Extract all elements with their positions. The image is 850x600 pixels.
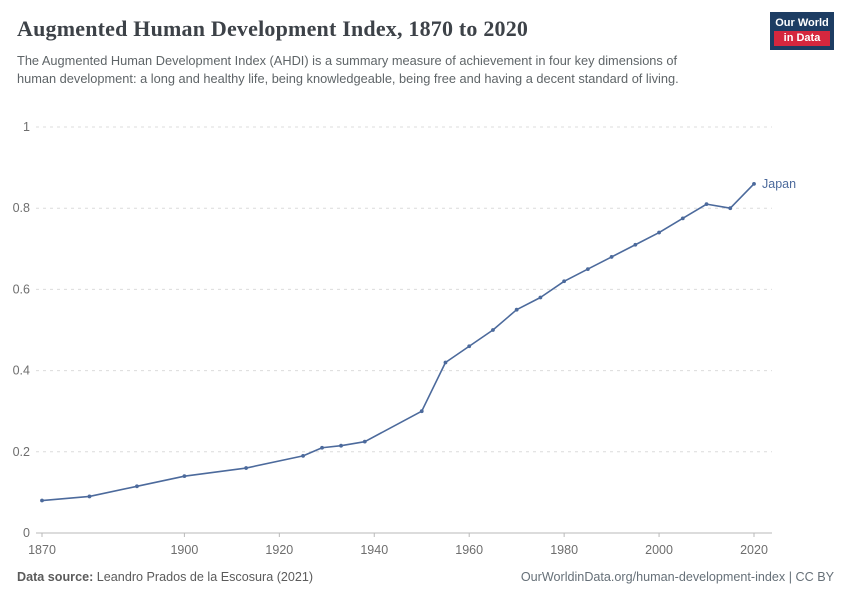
data-point[interactable] [704, 202, 709, 207]
data-point[interactable] [585, 267, 590, 271]
data-point[interactable] [728, 206, 733, 211]
data-point[interactable] [609, 255, 614, 259]
owid-logo-line1: Our World [775, 17, 829, 29]
data-point[interactable] [320, 445, 324, 450]
chart-footer: Data source: Leandro Prados de la Escosu… [17, 570, 834, 584]
y-tick-label: 0 [23, 526, 30, 540]
data-point[interactable] [362, 439, 367, 444]
series-label: Japan [762, 177, 796, 191]
x-tick-label: 1920 [265, 543, 293, 557]
x-tick-label: 1900 [170, 543, 198, 557]
data-point[interactable] [419, 409, 424, 414]
data-source-text: Leandro Prados de la Escosura (2021) [96, 570, 314, 584]
x-tick-label: 2020 [740, 543, 768, 557]
data-point[interactable] [491, 328, 495, 332]
y-tick-label: 0.4 [13, 364, 30, 378]
x-tick-label: 1960 [455, 543, 483, 557]
data-point[interactable] [182, 474, 187, 479]
data-point[interactable] [40, 498, 44, 503]
x-tick-label: 2000 [645, 543, 673, 557]
x-tick-label: 1870 [28, 543, 56, 557]
chart-svg[interactable]: 0 0.2 0.4 0.6 0.8 1 1870 1900 1920 1940 1960 1980 20… [0, 0, 850, 560]
page-title: Augmented Human Development Index, 1870 … [17, 16, 529, 41]
y-tick-label: 0.6 [13, 282, 30, 296]
data-point[interactable] [514, 307, 519, 312]
data-point[interactable] [244, 466, 249, 470]
chart-subtitle: The Augmented Human Development Index (A… [17, 53, 679, 87]
data-point[interactable] [657, 230, 661, 235]
data-point[interactable] [87, 494, 92, 499]
data-point[interactable] [752, 181, 756, 186]
data-point[interactable] [135, 484, 139, 489]
data-point[interactable] [467, 344, 472, 349]
x-tick-label: 1940 [360, 543, 388, 557]
data-point[interactable] [443, 360, 448, 365]
x-tick-label: 1980 [550, 543, 578, 557]
data-point[interactable] [680, 216, 685, 221]
data-point[interactable] [633, 242, 638, 247]
data-point[interactable] [538, 295, 543, 300]
y-tick-label: 0.2 [13, 445, 30, 459]
data-point[interactable] [562, 279, 567, 284]
y-tick-label: 0.8 [13, 201, 30, 215]
data-point[interactable] [301, 453, 305, 458]
data-point[interactable] [339, 443, 343, 448]
data-source: Data source: Leandro Prados de la Escosu… [17, 570, 313, 584]
series-line-japan[interactable] [41, 183, 755, 502]
owid-logo[interactable]: Our World in Data [770, 12, 834, 50]
footer-link[interactable]: OurWorldinData.org/human-development-ind… [520, 570, 834, 584]
y-tick-label: 1 [23, 120, 30, 134]
owid-logo-line2: in Data [774, 31, 830, 46]
data-source-label: Data source: [17, 570, 94, 584]
